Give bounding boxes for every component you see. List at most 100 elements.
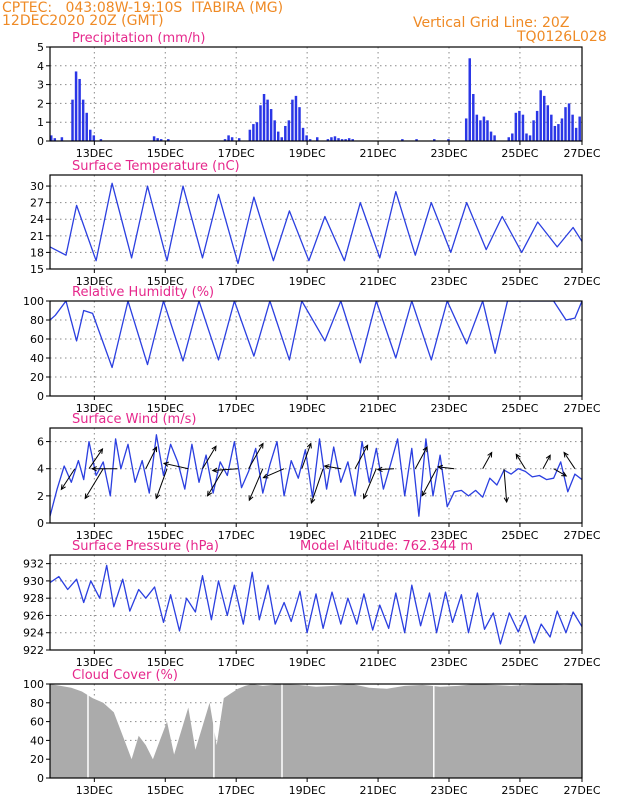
wind-arrow-head bbox=[323, 464, 330, 470]
wind-arrow-shaft bbox=[438, 466, 455, 470]
x-tick-label: 15DEC bbox=[147, 402, 184, 415]
panel-data bbox=[50, 182, 582, 265]
precip-bar bbox=[301, 127, 305, 141]
precip-bar bbox=[528, 135, 532, 141]
wind-arrow-shaft bbox=[503, 468, 508, 503]
y-tick-label: 0 bbox=[37, 772, 44, 785]
y-tick-label: 926 bbox=[23, 609, 44, 622]
wind-arrow-head bbox=[515, 453, 521, 460]
x-tick-label: 21DEC bbox=[360, 529, 397, 542]
wind-arrow-shaft bbox=[482, 452, 493, 469]
precip-bar bbox=[493, 135, 496, 141]
wind-arrow-head bbox=[376, 466, 383, 472]
precip-bar bbox=[333, 136, 337, 141]
cloud-gap bbox=[213, 684, 215, 778]
x-tick-label: 17DEC bbox=[218, 656, 255, 669]
panel-grid bbox=[50, 555, 582, 650]
wind-arrow-shaft bbox=[248, 468, 264, 501]
wind-arrow-head bbox=[97, 447, 104, 454]
precip-bar bbox=[344, 139, 347, 141]
temperature-line bbox=[50, 182, 582, 265]
precip-bar bbox=[156, 138, 159, 141]
panel-frame bbox=[49, 427, 583, 524]
y-tick-label: 60 bbox=[30, 716, 44, 729]
x-tick-label: 17DEC bbox=[218, 147, 255, 160]
precip-bar bbox=[482, 116, 486, 141]
y-tick-label: 100 bbox=[23, 295, 44, 308]
y-tick-label: 4 bbox=[37, 463, 44, 476]
x-tick-label: 27DEC bbox=[563, 402, 600, 415]
y-tick-label: 60 bbox=[30, 333, 44, 346]
x-tick-label: 13DEC bbox=[76, 402, 113, 415]
x-tick-label: 17DEC bbox=[218, 529, 255, 542]
precip-bar bbox=[475, 114, 479, 141]
x-tick-label: 17DEC bbox=[218, 402, 255, 415]
wind-arrow bbox=[301, 442, 312, 469]
y-tick-label: 20 bbox=[30, 753, 44, 766]
precip-bar bbox=[99, 139, 103, 141]
wind-arrow-head bbox=[258, 442, 264, 449]
x-tick-label: 23DEC bbox=[430, 656, 467, 669]
y-tick-label: 2 bbox=[37, 490, 44, 503]
y-tick-label: 0 bbox=[37, 390, 44, 403]
precip-bar bbox=[532, 120, 535, 141]
x-tick-label: 17DEC bbox=[218, 275, 255, 288]
x-tick-label: 19DEC bbox=[289, 656, 326, 669]
x-tick-label: 25DEC bbox=[501, 656, 538, 669]
precip-bar bbox=[255, 122, 259, 141]
wind-arrow-head bbox=[262, 473, 269, 479]
precip-bar bbox=[347, 138, 351, 141]
precip-bar bbox=[337, 138, 340, 141]
x-tick-label: 13DEC bbox=[76, 529, 113, 542]
x-tick-label: 21DEC bbox=[360, 656, 397, 669]
precip-bar bbox=[305, 135, 308, 141]
x-tick-label: 25DEC bbox=[501, 529, 538, 542]
precip-bar bbox=[81, 99, 85, 141]
header-model: TQ0126L028 bbox=[517, 29, 607, 45]
x-tick-label: 13DEC bbox=[76, 147, 113, 160]
precip-bar bbox=[227, 135, 230, 141]
wind-arrow bbox=[310, 468, 324, 505]
cloud-gap bbox=[433, 684, 435, 778]
y-tick-label: 40 bbox=[30, 734, 44, 747]
x-tick-label: 13DEC bbox=[76, 275, 113, 288]
humidity-line bbox=[50, 301, 582, 369]
wind-arrow bbox=[155, 468, 168, 500]
cloud-area bbox=[50, 684, 582, 778]
precip-bar bbox=[252, 124, 255, 141]
precip-bar bbox=[550, 114, 553, 141]
wind-arrow-shaft bbox=[248, 443, 264, 469]
precip-bar bbox=[553, 125, 557, 141]
x-tick-label: 23DEC bbox=[430, 402, 467, 415]
precip-bar bbox=[539, 90, 542, 141]
precip-bar bbox=[525, 133, 528, 141]
wind-arrow bbox=[84, 468, 104, 500]
precip-bar bbox=[298, 107, 301, 141]
precip-bar bbox=[284, 125, 287, 141]
precip-bar bbox=[71, 99, 74, 141]
y-tick-label: 21 bbox=[30, 230, 44, 243]
wind-arrow bbox=[262, 468, 285, 479]
precip-bar bbox=[447, 139, 450, 141]
y-tick-label: 30 bbox=[30, 180, 44, 193]
wind-arrow-head bbox=[421, 490, 427, 497]
y-tick-label: 24 bbox=[30, 213, 44, 226]
wind-arrow-shaft bbox=[263, 468, 285, 479]
precip-bar bbox=[578, 116, 581, 141]
x-tick-label: 25DEC bbox=[501, 784, 538, 797]
y-tick-label: 928 bbox=[23, 592, 44, 605]
wind-arrow bbox=[553, 468, 568, 477]
precip-bar bbox=[237, 138, 241, 141]
precip-bar bbox=[266, 99, 269, 141]
x-tick-label: 25DEC bbox=[501, 275, 538, 288]
wind-arrow-head bbox=[60, 484, 66, 491]
precip-bar bbox=[564, 107, 567, 141]
precip-bar bbox=[521, 114, 525, 141]
precip-bar bbox=[276, 131, 280, 141]
precip-bar bbox=[92, 135, 96, 141]
precip-bar bbox=[223, 139, 227, 141]
y-tick-label: 5 bbox=[37, 41, 44, 54]
wind-arrow-head bbox=[422, 446, 428, 453]
wind-arrow-head bbox=[211, 467, 218, 473]
y-tick-label: 15 bbox=[30, 263, 44, 276]
